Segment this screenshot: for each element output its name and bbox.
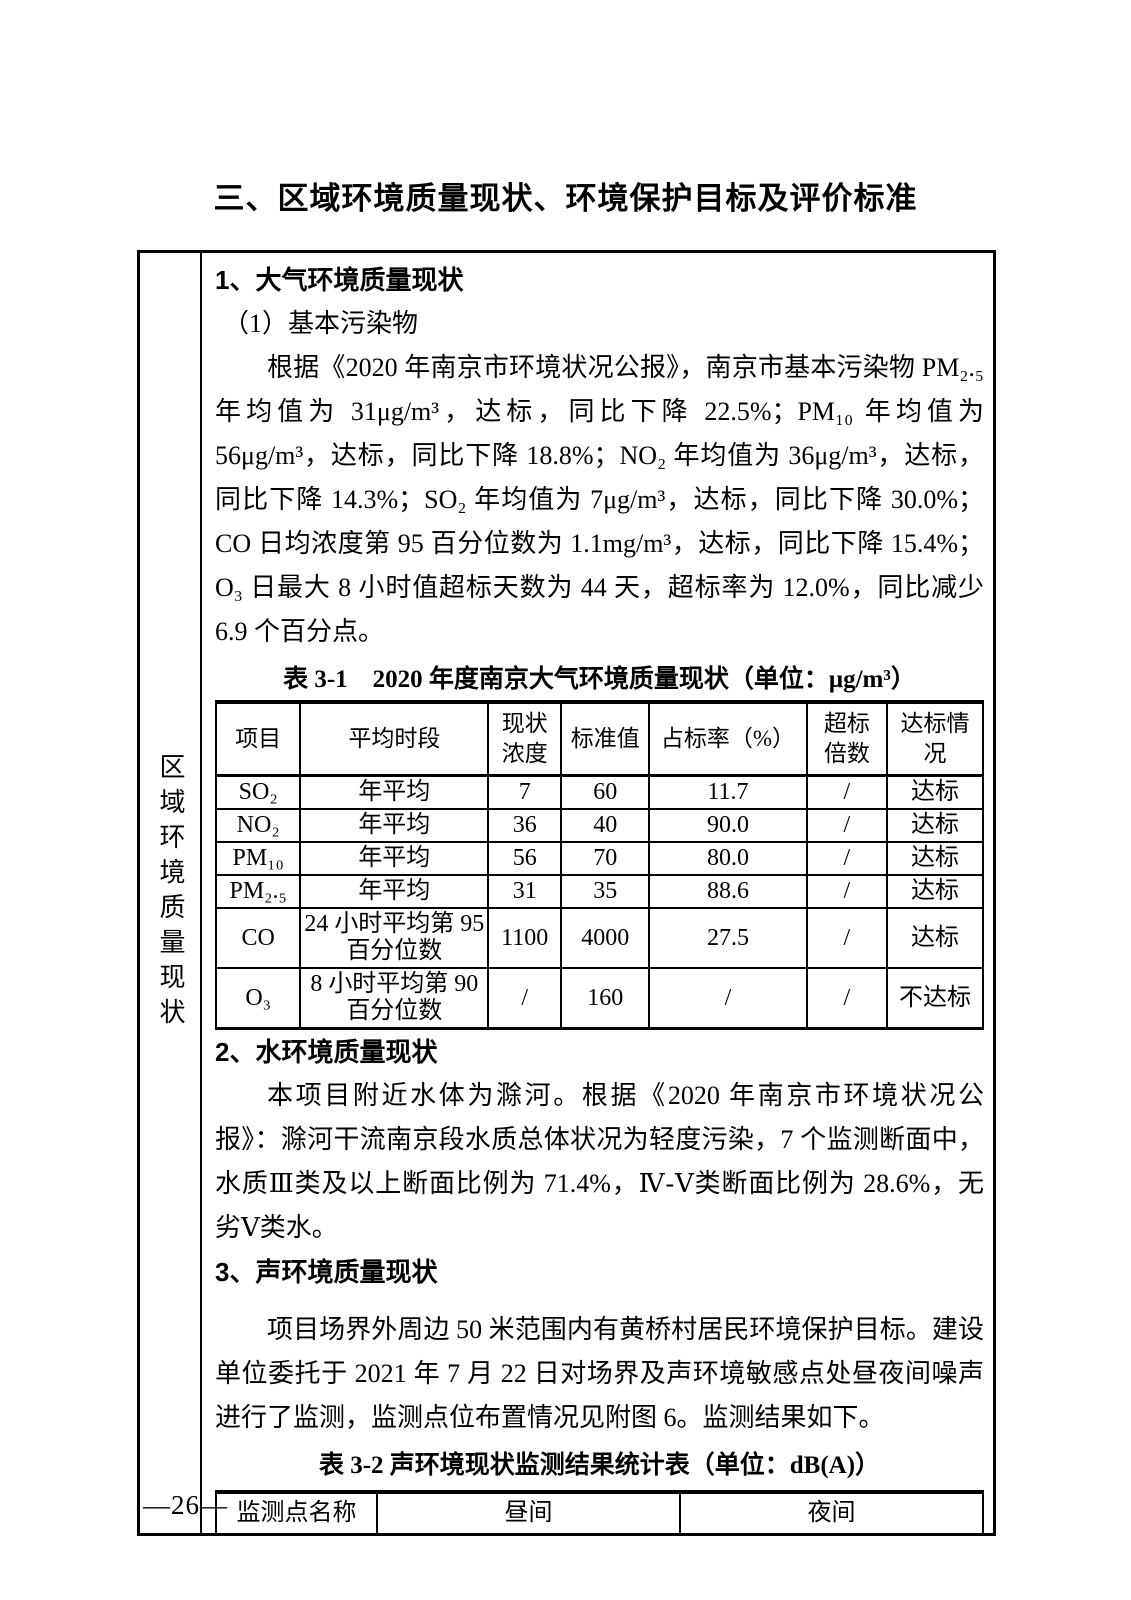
- table-cell: 1100: [487, 907, 563, 969]
- table-row-o3: O₃ 8 小时平均第 90 百分位数 / 160 / / 不达标: [214, 967, 984, 1030]
- table-cell: /: [487, 967, 563, 1030]
- air-quality-paragraph: 根据《2020 年南京市环境状况公报》，南京市基本污染物 PM₂.₅ 年均值为 …: [215, 353, 984, 646]
- table-row-co: CO 24 小时平均第 95 百分位数 1100 4000 27.5 / 达标: [214, 907, 984, 969]
- content-area: 1、大气环境质量现状 （1）基本污染物 根据《2020 年南京市环境状况公报》，…: [202, 253, 993, 1533]
- table-cell: 年平均: [299, 808, 490, 843]
- table-cell: O₃: [214, 967, 302, 1030]
- noise-monitoring-table: 监测点名称 昼间 夜间: [214, 1490, 984, 1533]
- header-exceedance-multiple: 超标倍数: [805, 701, 889, 777]
- row-label-column: 区域环境质量现状: [140, 253, 202, 1533]
- table-cell: 31: [487, 874, 563, 909]
- table-cell: 70: [560, 841, 651, 876]
- table-cell: 36: [487, 808, 563, 843]
- header-standard-ratio: 占标率（%）: [648, 701, 808, 777]
- table-cell: 160: [560, 967, 651, 1030]
- table-cell: /: [805, 907, 889, 969]
- table-cell: 达标: [886, 808, 984, 843]
- header-attainment-status: 达标情况: [886, 701, 984, 777]
- table-cell: 24 小时平均第 95 百分位数: [299, 907, 490, 969]
- header-current-concentration: 现状浓度: [487, 701, 563, 777]
- noise-quality-heading: 3、声环境质量现状: [215, 1257, 438, 1287]
- header-item: 项目: [214, 701, 302, 777]
- table-cell: 35: [560, 874, 651, 909]
- air-quality-table: 项目 平均时段 现状浓度 标准值 占标率（%） 超标倍数 达标情况 SO₂ 年平…: [214, 700, 984, 1030]
- header-avg-period: 平均时段: [299, 701, 490, 777]
- table-cell: 4000: [560, 907, 651, 969]
- header-monitoring-point-name: 监测点名称: [214, 1492, 379, 1533]
- table-cell: PM₂.₅: [214, 874, 302, 909]
- table-cell: /: [805, 967, 889, 1030]
- table-row-so2: SO₂ 年平均 7 60 11.7 / 达标: [214, 774, 984, 810]
- table-cell: /: [805, 808, 889, 843]
- row-label-vertical-text: 区域环境质量现状: [156, 753, 185, 1033]
- water-quality-paragraph: 本项目附近水体为滁河。根据《2020 年南京市环境状况公报》：滁河干流南京段水质…: [215, 1081, 984, 1242]
- table-cell: 年平均: [299, 874, 490, 909]
- header-nighttime: 夜间: [679, 1492, 984, 1533]
- table-cell: 7: [487, 774, 563, 810]
- table-3-2-caption: 表 3-2 声环境现状监测结果统计表（单位：dB(A)）: [318, 1452, 881, 1479]
- table-cell: 60: [560, 774, 651, 810]
- table-cell: 56: [487, 841, 563, 876]
- table-cell: SO₂: [214, 774, 302, 810]
- table-cell: 40: [560, 808, 651, 843]
- table-row-no2: NO₂ 年平均 36 40 90.0 / 达标: [214, 808, 984, 843]
- table-cell: /: [648, 967, 808, 1030]
- table-cell: 达标: [886, 907, 984, 969]
- table-3-1-caption: 表 3-1 2020 年度南京大气环境质量现状（单位：μg/m³）: [283, 666, 916, 693]
- page-number: —26—: [143, 1490, 228, 1520]
- table-cell: CO: [214, 907, 302, 969]
- water-quality-heading: 2、水环境质量现状: [215, 1037, 438, 1067]
- table-cell: 8 小时平均第 90 百分位数: [299, 967, 490, 1030]
- table-cell: 不达标: [886, 967, 984, 1030]
- table-header-row: 项目 平均时段 现状浓度 标准值 占标率（%） 超标倍数 达标情况: [214, 701, 984, 777]
- header-standard-value: 标准值: [560, 701, 651, 777]
- table-row-pm25: PM₂.₅ 年平均 31 35 88.6 / 达标: [214, 874, 984, 909]
- page-title: 三、区域环境质量现状、环境保护目标及评价标准: [213, 181, 918, 216]
- table-cell: 80.0: [648, 841, 808, 876]
- table-cell: /: [805, 841, 889, 876]
- air-quality-subheading: （1）基本污染物: [223, 309, 419, 338]
- noise-quality-paragraph: 项目场界外周边 50 米范围内有黄桥村居民环境保护目标。建设单位委托于 2021…: [215, 1315, 984, 1432]
- table-cell: 90.0: [648, 808, 808, 843]
- air-quality-heading: 1、大气环境质量现状: [215, 265, 464, 295]
- header-daytime: 昼间: [376, 1492, 682, 1533]
- table-cell: 年平均: [299, 841, 490, 876]
- table-cell: 达标: [886, 874, 984, 909]
- table-cell: 88.6: [648, 874, 808, 909]
- table-cell: 达标: [886, 841, 984, 876]
- table-cell: /: [805, 874, 889, 909]
- table-cell: 年平均: [299, 774, 490, 810]
- table-header-row: 监测点名称 昼间 夜间: [214, 1492, 984, 1533]
- table-cell: /: [805, 774, 889, 810]
- region-env-quality-box: 区域环境质量现状 1、大气环境质量现状 （1）基本污染物 根据《2020 年南京…: [137, 250, 996, 1536]
- table-cell: 11.7: [648, 774, 808, 810]
- table-cell: 达标: [886, 774, 984, 810]
- table-cell: 27.5: [648, 907, 808, 969]
- table-row-pm10: PM₁₀ 年平均 56 70 80.0 / 达标: [214, 841, 984, 876]
- table-cell: NO₂: [214, 808, 302, 843]
- table-cell: PM₁₀: [214, 841, 302, 876]
